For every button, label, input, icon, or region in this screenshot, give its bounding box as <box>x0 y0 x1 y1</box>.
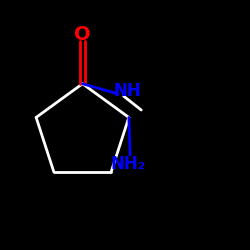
Text: NH: NH <box>113 82 141 100</box>
Text: NH₂: NH₂ <box>110 155 145 173</box>
Text: O: O <box>74 25 91 44</box>
